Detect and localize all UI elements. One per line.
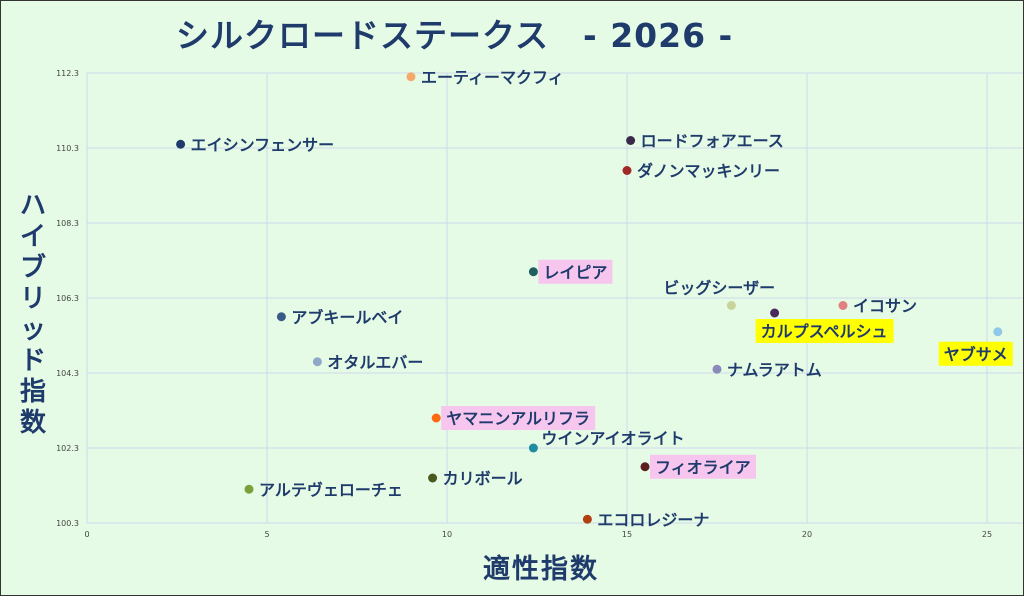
data-point [582,514,592,524]
data-point [993,327,1003,337]
y-tick-label: 104.3 [56,369,79,378]
data-point [176,139,186,149]
x-tick-label: 5 [264,530,269,539]
data-label: ヤマニンアルリフラ [446,409,590,428]
data-label: ダノンマッキンリー [637,162,780,181]
data-label: ビッグシーザー [663,279,775,298]
data-label: レイピア [543,263,607,282]
data-label: ロードフォアエース [641,132,784,151]
x-axis-label: 適性指数 [483,554,599,585]
data-point [528,267,538,277]
label-highlight [650,454,756,479]
x-tick-label: 25 [982,530,992,539]
data-point [640,462,650,472]
data-point [312,357,322,367]
label-highlight [441,406,596,430]
data-point [428,473,438,483]
y-tick-label: 108.3 [56,219,79,228]
y-tick-label: 106.3 [56,294,79,303]
data-point [770,308,780,318]
data-label: ヤブサメ [944,345,1008,364]
data-label: アルテヴェローチェ [259,480,403,499]
label-highlight [538,259,613,284]
data-label: エコロレジーナ [597,510,709,529]
label-highlight [938,341,1013,366]
data-point [528,443,538,453]
label-highlight [755,319,894,343]
x-tick-label: 20 [802,530,812,539]
y-axis-label: ハイブリッド指数 [19,191,46,438]
y-tick-label: 102.3 [56,444,79,453]
data-point [626,136,636,145]
data-label: カルプスペルシュ [761,322,888,341]
data-point [712,364,722,374]
data-label: イコサン [853,297,917,316]
data-point [431,413,441,423]
data-label: カリボール [443,469,523,488]
y-tick-label: 112.3 [56,69,79,78]
data-label: エイシンフェンサー [191,135,335,154]
data-point [726,301,736,310]
x-tick-label: 0 [84,530,89,539]
data-label: アブキールベイ [291,308,403,327]
data-point [244,484,254,494]
data-label: ウインアイオライト [541,429,684,448]
y-tick-label: 110.3 [56,144,79,153]
y-tick-label: 100.3 [56,519,79,528]
chart-title: シルクロードステークス - 2026 - [176,16,734,55]
x-tick-label: 10 [442,530,452,539]
data-label: フィオライア [655,458,751,477]
data-label: ナムラアトム [727,360,822,379]
data-point [406,72,416,82]
data-label: エーティーマクフィ [421,68,564,87]
data-label: オタルエバー [327,353,423,372]
data-point [276,312,286,322]
data-point [622,166,632,175]
data-point [838,301,848,310]
x-tick-label: 15 [622,530,632,539]
